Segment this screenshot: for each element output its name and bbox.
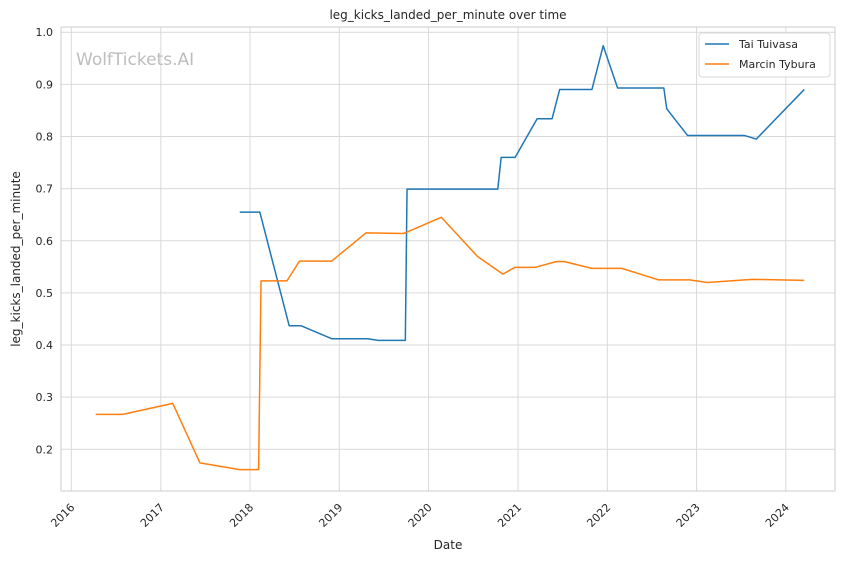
y-tick-label: 0.8 <box>36 130 54 143</box>
x-tick-label: 2022 <box>584 501 613 530</box>
series-lines <box>95 45 805 471</box>
y-tick-label: 0.3 <box>36 391 54 404</box>
y-tick-label: 0.7 <box>36 183 54 196</box>
legend: Tai Tuivasa Marcin Tybura <box>698 32 831 78</box>
watermark: WolfTickets.AI <box>76 50 194 70</box>
y-tick-label: 0.9 <box>36 78 54 91</box>
x-tick-label: 2017 <box>138 501 167 530</box>
legend-label: Marcin Tybura <box>739 58 816 71</box>
x-tick-labels: 2016 2017 2018 2019 2020 2021 2022 2023 2024 <box>48 501 792 530</box>
chart-title: leg_kicks_landed_per_minute over time <box>329 8 566 22</box>
x-tick-label: 2021 <box>495 501 524 530</box>
legend-label: Tai Tuivasa <box>738 38 798 51</box>
x-tick-label: 2024 <box>763 501 792 530</box>
y-axis-label: leg_kicks_landed_per_minute <box>9 171 23 347</box>
x-tick-label: 2020 <box>406 501 435 530</box>
x-tick-label: 2016 <box>48 501 77 530</box>
series-line-tai-tuivasa <box>239 45 805 342</box>
series-line-marcin-tybura <box>95 216 805 471</box>
grid <box>61 27 835 491</box>
y-tick-label: 0.6 <box>36 235 54 248</box>
y-tick-label: 1.0 <box>36 26 54 39</box>
x-tick-label: 2023 <box>674 501 703 530</box>
x-tick-label: 2018 <box>227 501 256 530</box>
y-tick-labels: 0.2 0.3 0.4 0.5 0.6 0.7 0.8 0.9 1.0 <box>36 26 54 456</box>
y-tick-label: 0.4 <box>36 339 54 352</box>
y-tick-label: 0.5 <box>36 287 54 300</box>
x-tick-label: 2019 <box>316 501 345 530</box>
x-axis-label: Date <box>434 538 463 552</box>
y-tick-label: 0.2 <box>36 443 54 456</box>
plot-frame <box>60 26 836 492</box>
legend-box <box>698 32 831 78</box>
